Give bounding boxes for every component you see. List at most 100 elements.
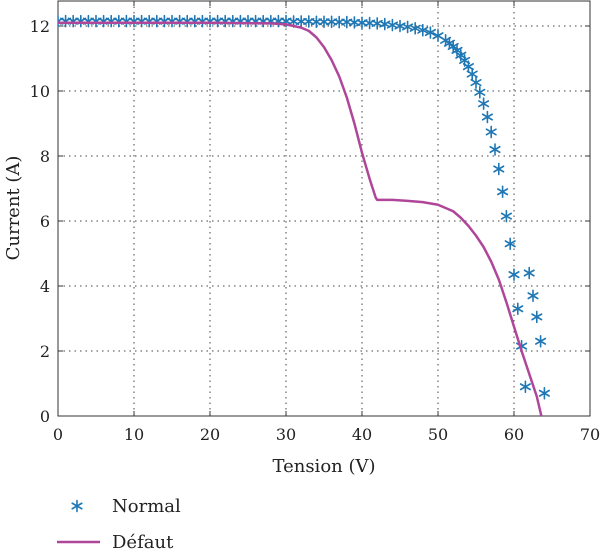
y-tick-label: 8 xyxy=(40,147,50,166)
marker-stroke xyxy=(478,100,490,108)
data-point-normal xyxy=(493,162,505,176)
marker-stroke xyxy=(535,337,547,345)
marker-stroke xyxy=(485,128,497,136)
marker-stroke xyxy=(326,18,338,26)
data-point-normal xyxy=(120,14,132,28)
marker-stroke xyxy=(497,188,509,196)
data-point-normal xyxy=(481,110,493,124)
data-point-normal xyxy=(512,302,524,316)
data-point-normal xyxy=(257,14,269,28)
marker-stroke xyxy=(348,18,360,26)
data-point-normal xyxy=(504,237,516,251)
plot-frame xyxy=(57,0,591,417)
series-layer xyxy=(58,14,550,416)
legend: Normal Défaut xyxy=(57,496,181,553)
x-tick-label: 10 xyxy=(124,425,144,444)
data-point-normal xyxy=(58,14,64,28)
data-point-normal xyxy=(158,14,170,28)
data-point-normal xyxy=(189,14,201,28)
data-point-normal xyxy=(535,334,547,348)
data-point-normal xyxy=(181,14,193,28)
marker-stroke xyxy=(512,305,524,313)
data-point-normal xyxy=(333,15,345,29)
x-tick-label: 60 xyxy=(504,425,524,444)
data-point-normal xyxy=(538,386,550,400)
marker-stroke xyxy=(364,19,376,27)
y-axis-label: Current (A) xyxy=(3,156,24,261)
data-point-normal xyxy=(98,14,110,28)
y-tick-label: 10 xyxy=(30,82,50,101)
marker-stroke xyxy=(379,20,391,28)
marker-stroke xyxy=(508,271,520,279)
axis-ticks: 0 10 20 30 40 50 60 70 0 2 4 6 8 10 12 xyxy=(30,1,600,444)
data-point-normal xyxy=(364,16,376,30)
x-tick-label: 0 xyxy=(53,425,63,444)
data-point-normal xyxy=(90,14,102,28)
marker-stroke xyxy=(527,292,539,300)
marker-stroke xyxy=(386,21,398,29)
y-tick-label: 12 xyxy=(30,17,50,36)
x-axis-label: Tension (V) xyxy=(272,456,375,477)
data-point-normal xyxy=(227,14,239,28)
marker-stroke xyxy=(402,23,414,31)
legend-label-defaut: Défaut xyxy=(112,532,174,553)
marker-stroke xyxy=(489,145,501,154)
data-point-normal xyxy=(60,14,72,28)
marker-stroke xyxy=(504,240,516,248)
data-point-normal xyxy=(219,14,231,28)
marker-stroke xyxy=(531,313,543,321)
marker-stroke xyxy=(523,269,535,277)
marker-stroke xyxy=(538,389,550,397)
data-point-normal xyxy=(466,67,478,81)
data-point-normal xyxy=(212,14,224,28)
data-point-normal xyxy=(265,14,277,28)
x-tick-label: 30 xyxy=(276,425,296,444)
marker-stroke xyxy=(71,502,83,510)
marker-stroke xyxy=(424,28,436,37)
marker-stroke xyxy=(474,88,486,96)
data-point-normal xyxy=(105,14,117,28)
marker-stroke xyxy=(394,22,406,30)
data-point-normal xyxy=(424,26,436,39)
y-tick-label: 6 xyxy=(40,212,50,231)
data-point-normal xyxy=(204,14,216,28)
marker-stroke xyxy=(493,165,505,173)
data-point-normal xyxy=(75,14,87,28)
x-tick-label: 50 xyxy=(428,425,448,444)
data-point-normal xyxy=(318,15,330,29)
marker-stroke xyxy=(519,383,531,391)
data-point-normal xyxy=(303,15,315,28)
marker-stroke xyxy=(466,70,478,78)
data-point-normal xyxy=(489,143,501,156)
data-point-normal xyxy=(500,209,512,223)
marker-stroke xyxy=(409,24,421,32)
x-tick-label: 20 xyxy=(200,425,220,444)
data-point-normal xyxy=(474,86,486,99)
data-point-normal xyxy=(151,14,163,28)
x-tick-label: 70 xyxy=(580,425,600,444)
data-point-normal xyxy=(527,289,539,303)
data-point-normal xyxy=(417,23,429,37)
data-point-normal xyxy=(295,15,307,28)
data-point-normal xyxy=(531,310,543,324)
legend-label-normal: Normal xyxy=(112,496,181,517)
data-point-normal xyxy=(519,380,531,394)
marker-stroke xyxy=(470,79,482,87)
data-point-normal xyxy=(470,76,482,89)
x-tick-label: 40 xyxy=(352,425,372,444)
marker-stroke xyxy=(371,19,383,27)
data-point-normal xyxy=(67,14,79,28)
data-point-normal xyxy=(136,14,148,28)
data-point-normal xyxy=(82,14,94,28)
data-point-normal xyxy=(409,21,421,35)
data-point-normal xyxy=(143,14,155,28)
series-normal-markers xyxy=(58,14,550,400)
marker-stroke xyxy=(500,212,512,220)
data-point-normal xyxy=(508,268,520,281)
data-point-normal xyxy=(113,14,125,28)
marker-stroke xyxy=(280,17,292,25)
data-point-normal xyxy=(310,15,322,29)
data-point-normal xyxy=(242,14,254,28)
legend-entry-normal: Normal xyxy=(71,496,181,517)
